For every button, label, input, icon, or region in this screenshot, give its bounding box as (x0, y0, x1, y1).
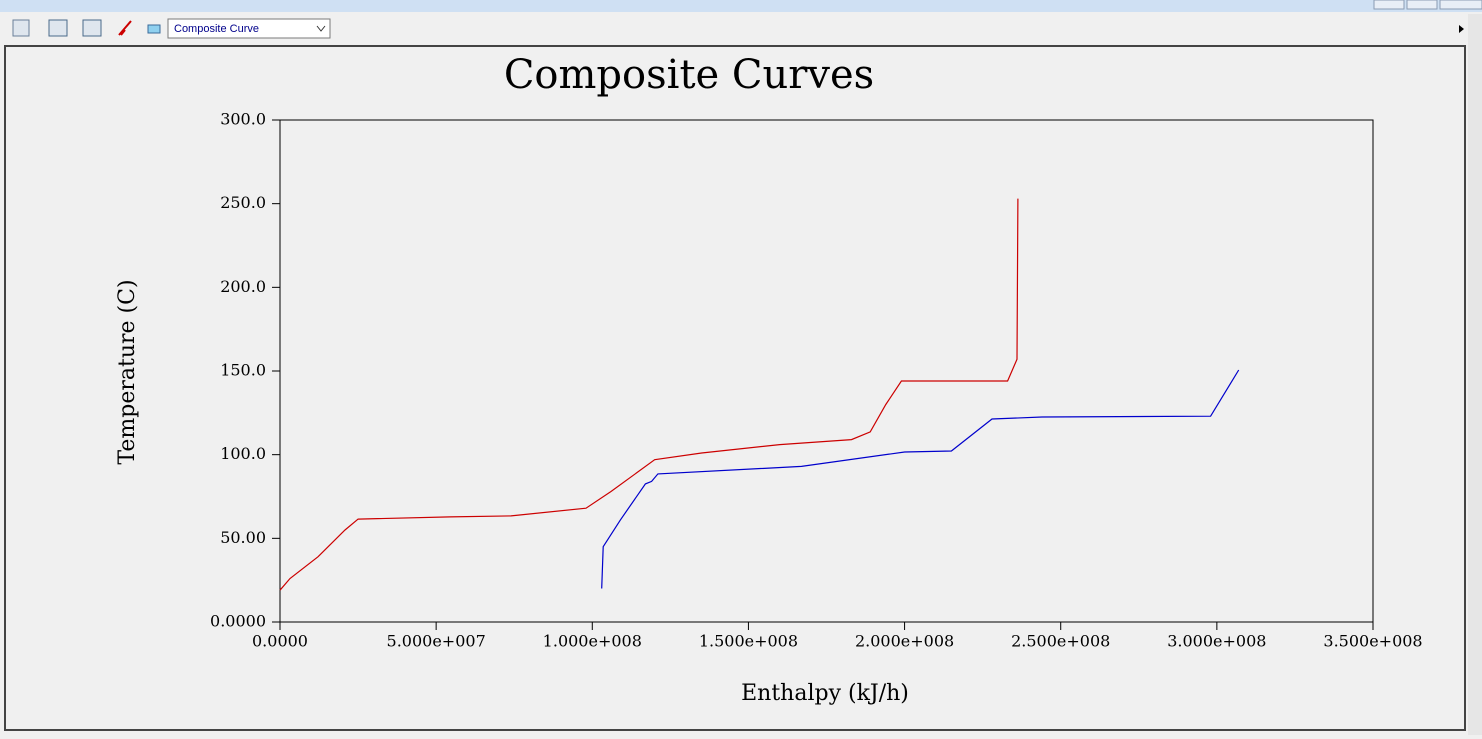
y-tick-label: 250.0 (220, 193, 266, 212)
x-tick-label: 2.000e+008 (855, 632, 954, 651)
y-tick-label: 300.0 (220, 110, 266, 129)
chart-panel (4, 45, 1466, 731)
dropdown-text: Composite Curve (174, 23, 259, 35)
y-tick-label: 0.0000 (210, 612, 266, 631)
tool-icon[interactable] (48, 19, 68, 37)
x-tick-label: 0.0000 (252, 632, 308, 651)
curve (601, 369, 1240, 589)
toolbar: Composite Curve (12, 18, 1464, 39)
x-tick-label: 3.000e+008 (1167, 632, 1266, 651)
restore-button[interactable] (1406, 0, 1438, 10)
close-button[interactable] (1439, 0, 1482, 10)
title-bar (0, 0, 1482, 12)
x-tick-label: 5.000e+007 (387, 632, 486, 651)
x-tick-label: 2.500e+008 (1011, 632, 1110, 651)
y-axis-label: Temperature (C) (115, 279, 140, 464)
x-tick-label: 1.000e+008 (543, 632, 642, 651)
x-tick-label: 3.500e+008 (1323, 632, 1422, 651)
y-tick-label: 200.0 (220, 277, 266, 296)
y-tick-label: 150.0 (220, 361, 266, 380)
tool-icon[interactable] (118, 20, 132, 36)
chart-title: Composite Curves (504, 52, 874, 98)
y-tick-label: 100.0 (220, 444, 266, 463)
curve (279, 198, 1019, 591)
tool-icon[interactable] (12, 19, 30, 37)
dropdown-arrow[interactable] (316, 25, 326, 32)
minimize-button[interactable] (1373, 0, 1405, 10)
x-axis-label: Enthalpy (kJ/h) (741, 681, 909, 706)
tool-icon[interactable] (82, 19, 102, 37)
dropdown[interactable] (167, 18, 331, 39)
y-tick-label: 50.00 (220, 528, 266, 547)
toolbar-overflow[interactable] (1459, 25, 1464, 33)
tool-icon[interactable] (147, 24, 161, 34)
scrollbar[interactable] (1468, 14, 1482, 735)
x-tick-label: 1.500e+008 (699, 632, 798, 651)
